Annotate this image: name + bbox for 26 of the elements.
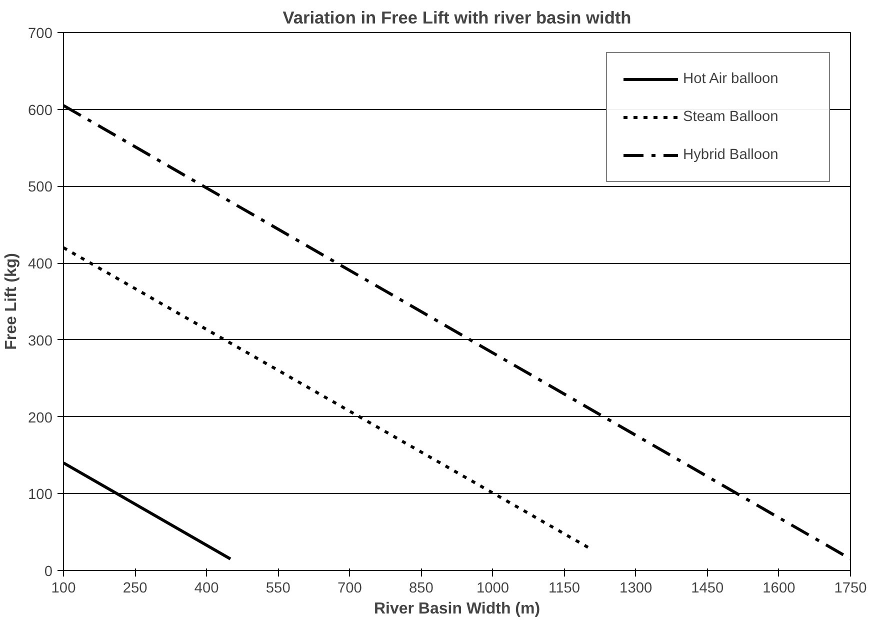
x-tick-label: 1450 bbox=[691, 580, 724, 596]
y-tick-label: 100 bbox=[28, 487, 53, 504]
y-tick-label: 300 bbox=[28, 333, 53, 350]
x-tick-label: 1150 bbox=[548, 580, 580, 596]
x-tick-label: 850 bbox=[409, 580, 434, 596]
y-tick-label: 200 bbox=[28, 410, 53, 426]
x-tick-label: 400 bbox=[194, 580, 219, 596]
y-tick-label: 400 bbox=[28, 256, 53, 273]
x-tick-label: 100 bbox=[51, 580, 76, 596]
legend-label: Hot Air balloon bbox=[683, 71, 780, 87]
x-tick-label: 550 bbox=[266, 580, 290, 596]
x-tick-label: 1750 bbox=[834, 580, 867, 596]
legend-label: Steam Balloon bbox=[683, 109, 780, 125]
y-tick-label: 600 bbox=[28, 102, 53, 119]
y-axis-title: Free Lift (kg) bbox=[3, 253, 20, 350]
y-tick-label: 0 bbox=[44, 564, 53, 580]
x-tick-label: 250 bbox=[122, 580, 148, 596]
y-tick-label: 500 bbox=[28, 180, 53, 196]
x-tick-label: 1300 bbox=[620, 580, 652, 596]
x-axis-title: River Basin Width (m) bbox=[374, 600, 540, 618]
x-tick-label: 1600 bbox=[762, 580, 796, 596]
legend-label: Hybrid Balloon bbox=[683, 147, 780, 163]
x-tick-label: 1000 bbox=[476, 580, 510, 596]
x-tick-label: 700 bbox=[337, 580, 362, 596]
y-tick-label: 700 bbox=[28, 26, 53, 42]
chart-title: Variation in Free Lift with river basin width bbox=[282, 8, 632, 28]
